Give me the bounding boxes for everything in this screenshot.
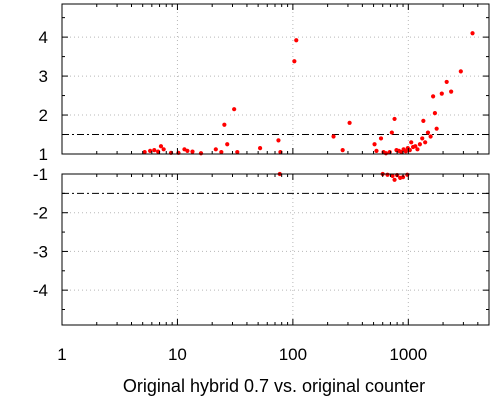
data-point [392, 116, 397, 122]
x-tick-label: 10 [168, 345, 187, 364]
data-point [444, 79, 449, 85]
data-point [428, 134, 433, 139]
data-point [347, 120, 352, 125]
data-point [383, 151, 389, 156]
data-point [185, 148, 190, 153]
data-point [158, 144, 164, 149]
data-point [276, 138, 281, 143]
data-point [385, 172, 390, 177]
data-point [340, 148, 345, 153]
data-point [219, 149, 224, 155]
data-point [431, 94, 436, 99]
data-point [470, 31, 475, 36]
data-point [257, 146, 263, 151]
axis-ticks: 1 2 3 4 -1 -2 -3 -4 1 10 100 1000 [33, 4, 489, 364]
y-tick-label: -4 [33, 281, 48, 300]
data-point [225, 142, 230, 147]
data-point [152, 148, 157, 153]
data-point [190, 149, 195, 154]
y-tick-label: 2 [39, 106, 48, 125]
y-tick-label: -2 [33, 204, 48, 223]
data-point [420, 136, 425, 141]
data-point [374, 148, 379, 153]
data-point [432, 110, 438, 116]
data-point [392, 177, 397, 182]
data-point [294, 38, 299, 43]
y-tick-label: 1 [39, 145, 48, 164]
data-point [161, 147, 166, 152]
y-tick-label: -3 [33, 242, 48, 261]
data-point [378, 136, 384, 141]
data-point [372, 142, 377, 147]
data-point [148, 148, 153, 153]
y-tick-label: -1 [33, 165, 48, 184]
data-point [389, 130, 394, 135]
data-point [198, 151, 204, 156]
data-point [413, 144, 418, 149]
grid-lines [62, 4, 489, 325]
x-tick-label: 1000 [389, 345, 427, 364]
data-point [292, 59, 297, 64]
data-point [142, 149, 147, 155]
data-point [213, 147, 218, 152]
data-point [425, 130, 431, 135]
y-tick-label: 3 [39, 67, 48, 86]
x-tick-label: 100 [279, 345, 307, 364]
data-point [235, 149, 240, 155]
x-axis-title: Original hybrid 0.7 vs. original counter [123, 376, 425, 396]
data-point [458, 69, 463, 74]
data-point [421, 118, 426, 123]
x-tick-label: 1 [57, 345, 66, 364]
data-point [400, 174, 406, 180]
data-point [417, 142, 422, 147]
data-point [390, 173, 395, 179]
y-tick-label: 4 [39, 28, 48, 47]
data-point [449, 89, 454, 94]
data-point [331, 134, 336, 139]
data-point [415, 147, 420, 152]
upper-panel-frame [61, 3, 490, 155]
plot-frames [61, 3, 490, 326]
data-points [142, 31, 475, 182]
lower-panel-frame [61, 173, 490, 326]
data-point [403, 149, 408, 154]
data-point [232, 107, 237, 112]
data-point [439, 91, 444, 96]
data-point [423, 140, 428, 145]
data-point [434, 126, 439, 131]
data-point [222, 122, 227, 127]
data-point [409, 140, 414, 145]
